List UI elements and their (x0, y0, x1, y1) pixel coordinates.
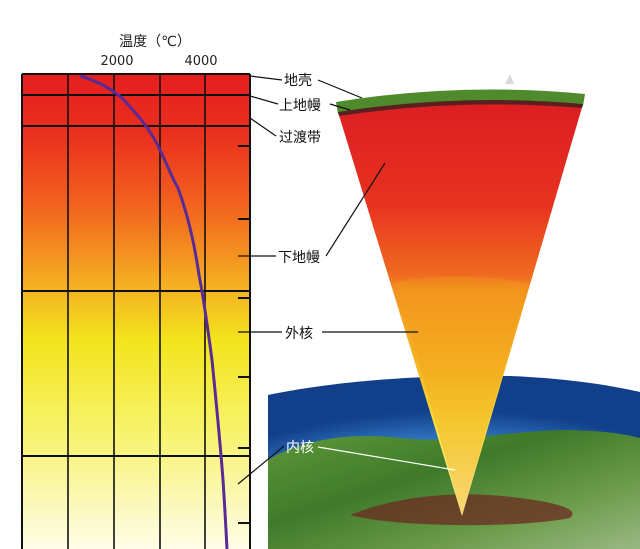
label-lower-mantle: 下地幔 (278, 250, 320, 266)
axis-title: 温度（℃） (119, 34, 191, 50)
temperature-curve (79, 74, 229, 549)
inner-core-leader-line-left (237, 445, 285, 485)
depth-scale-ticks (238, 145, 250, 524)
crust-leader-line (249, 75, 363, 99)
mountain-peak (505, 74, 514, 84)
tick-label-2000: 2000 (100, 54, 133, 69)
label-inner-core: 内核 (286, 440, 314, 456)
upper-mantle-leader-line (249, 95, 351, 111)
layer-labels: 地壳 上地幔 过渡带 下地幔 外核 内核 (237, 72, 456, 485)
earth-cross-section (268, 74, 640, 549)
label-upper-mantle: 上地幔 (279, 98, 321, 114)
temperature-column: 温度（℃） 2000 4000 (21, 34, 251, 549)
outer-core-shade (396, 276, 528, 516)
inner-core-leader-line-right (317, 446, 456, 471)
transition-zone-leader-line (249, 117, 277, 137)
earth-wedge-cone (338, 99, 583, 516)
label-outer-core: 外核 (285, 326, 313, 342)
temperature-gradient-column (22, 74, 250, 549)
tick-label-4000: 4000 (184, 54, 217, 69)
lower-mantle-leader-line (238, 162, 386, 257)
upper-mantle-band (338, 99, 583, 116)
label-transition-zone: 过渡带 (279, 130, 321, 146)
label-crust: 地壳 (284, 72, 312, 89)
